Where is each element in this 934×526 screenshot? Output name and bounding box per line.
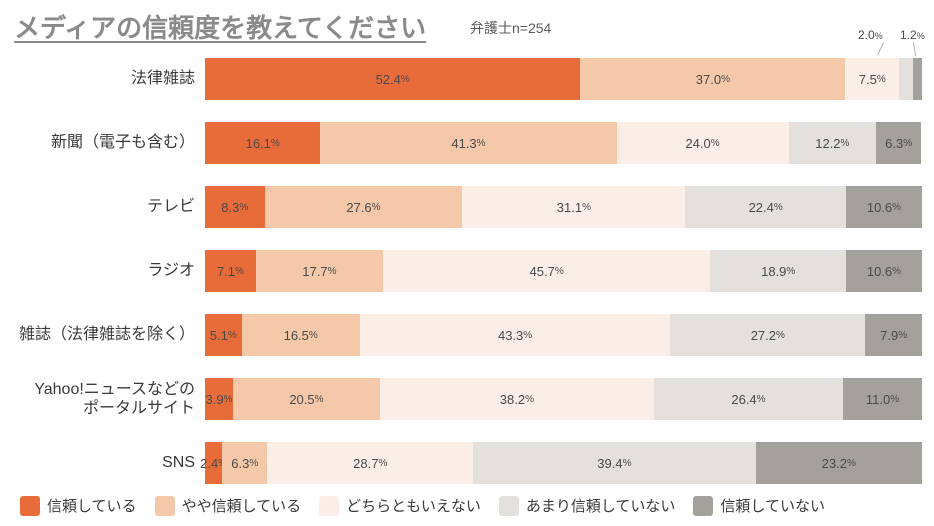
legend-label: あまり信頼していない xyxy=(526,495,676,516)
legend-swatch xyxy=(20,496,40,516)
bar-segment: 28.7% xyxy=(267,442,473,484)
bar-segment: 12.2% xyxy=(789,122,876,164)
bar-segment: 23.2% xyxy=(756,442,922,484)
row-label: 新聞（電子も含む） xyxy=(0,133,205,152)
bar-segment: 18.9% xyxy=(710,250,846,292)
bar-segment: 2.4% xyxy=(205,442,222,484)
bar-segment: 39.4% xyxy=(473,442,755,484)
bar-segment: 37.0% xyxy=(580,58,845,100)
row-label: ラジオ xyxy=(0,261,205,280)
bar: 3.9%20.5%38.2%26.4%11.0% xyxy=(205,378,922,420)
chart-row: Yahoo!ニュースなどの ポータルサイト3.9%20.5%38.2%26.4%… xyxy=(0,370,934,428)
chart-row: 雑誌（法律雑誌を除く）5.1%16.5%43.3%27.2%7.9% xyxy=(0,306,934,364)
bar-segment: 7.9% xyxy=(865,314,922,356)
legend-label: どちらともいえない xyxy=(346,495,481,516)
bar-segment: 7.5% xyxy=(845,58,899,100)
bar-segment: 7.1% xyxy=(205,250,256,292)
callout-value: 1.2% xyxy=(900,28,925,42)
stacked-bar-chart: 法律雑誌52.4%37.0%7.5% 新聞（電子も含む）16.1%41.3%24.… xyxy=(0,50,934,498)
bar-segment: 3.9% xyxy=(205,378,233,420)
bar-segment: 45.7% xyxy=(383,250,711,292)
bar-segment: 24.0% xyxy=(617,122,789,164)
legend-swatch xyxy=(499,496,519,516)
bar-segment: 16.1% xyxy=(205,122,320,164)
row-label: 法律雑誌 xyxy=(0,69,205,88)
row-label: Yahoo!ニュースなどの ポータルサイト xyxy=(0,380,205,418)
legend-swatch xyxy=(319,496,339,516)
bar: 5.1%16.5%43.3%27.2%7.9% xyxy=(205,314,922,356)
bar-segment xyxy=(913,58,922,100)
chart-row: 新聞（電子も含む）16.1%41.3%24.0%12.2%6.3% xyxy=(0,114,934,172)
bar-segment: 43.3% xyxy=(360,314,670,356)
bar-segment: 6.3% xyxy=(876,122,921,164)
chart-row: SNS2.4%6.3%28.7%39.4%23.2% xyxy=(0,434,934,492)
bar: 8.3%27.6%31.1%22.4%10.6% xyxy=(205,186,922,228)
bar-segment: 6.3% xyxy=(222,442,267,484)
bar-segment: 31.1% xyxy=(462,186,685,228)
legend: 信頼している やや信頼している どちらともいえない あまり信頼していない 信頼していない xyxy=(20,495,825,516)
bar: 7.1%17.7%45.7%18.9%10.6% xyxy=(205,250,922,292)
bar-segment: 27.6% xyxy=(265,186,463,228)
bar: 52.4%37.0%7.5% xyxy=(205,58,922,100)
bar-segment xyxy=(899,58,913,100)
legend-item: やや信頼している xyxy=(155,495,302,516)
chart-row: 法律雑誌52.4%37.0%7.5% xyxy=(0,50,934,108)
row-label: 雑誌（法律雑誌を除く） xyxy=(0,325,205,344)
bar-segment: 27.2% xyxy=(670,314,865,356)
bar-segment: 17.7% xyxy=(256,250,383,292)
chart-subtitle: 弁護士n=254 xyxy=(470,18,551,38)
row-label: テレビ xyxy=(0,197,205,216)
legend-swatch xyxy=(155,496,175,516)
bar-segment: 16.5% xyxy=(242,314,360,356)
chart-row: テレビ8.3%27.6%31.1%22.4%10.6% xyxy=(0,178,934,236)
chart-row: ラジオ7.1%17.7%45.7%18.9%10.6% xyxy=(0,242,934,300)
bar-segment: 38.2% xyxy=(380,378,654,420)
bar-segment: 20.5% xyxy=(233,378,380,420)
legend-label: 信頼していない xyxy=(720,495,825,516)
legend-item: どちらともいえない xyxy=(319,495,481,516)
bar-segment: 41.3% xyxy=(320,122,616,164)
bar: 2.4%6.3%28.7%39.4%23.2% xyxy=(205,442,922,484)
bar-segment: 22.4% xyxy=(685,186,846,228)
bar: 16.1%41.3%24.0%12.2%6.3% xyxy=(205,122,922,164)
legend-item: 信頼していない xyxy=(693,495,825,516)
bar-segment: 11.0% xyxy=(843,378,922,420)
legend-item: あまり信頼していない xyxy=(499,495,676,516)
bar-segment: 52.4% xyxy=(205,58,580,100)
legend-label: やや信頼している xyxy=(182,495,302,516)
legend-swatch xyxy=(693,496,713,516)
bar-segment: 10.6% xyxy=(846,186,922,228)
chart-title: メディアの信頼度を教えてください xyxy=(14,8,426,45)
bar-segment: 26.4% xyxy=(654,378,843,420)
legend-label: 信頼している xyxy=(47,495,137,516)
bar-segment: 8.3% xyxy=(205,186,265,228)
bar-segment: 10.6% xyxy=(846,250,922,292)
row-label: SNS xyxy=(0,453,205,472)
bar-segment: 5.1% xyxy=(205,314,242,356)
legend-item: 信頼している xyxy=(20,495,137,516)
callout-value: 2.0% xyxy=(858,28,883,42)
